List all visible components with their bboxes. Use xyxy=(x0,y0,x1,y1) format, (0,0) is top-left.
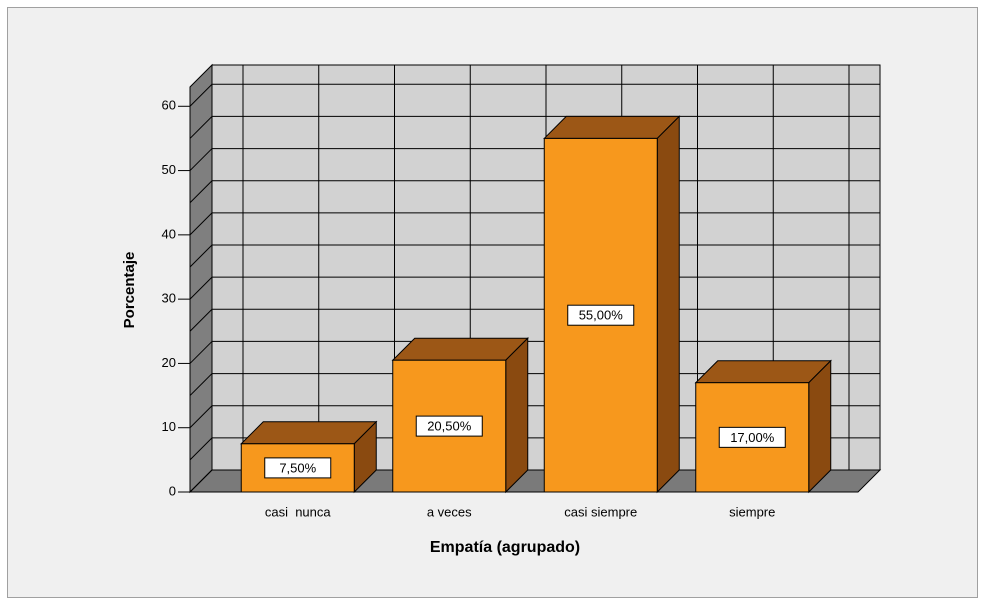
y-tick-label: 40 xyxy=(162,226,176,241)
y-tick-label: 0 xyxy=(169,483,176,498)
grid-line xyxy=(189,469,213,493)
grid-line xyxy=(189,244,213,268)
value-label-box xyxy=(415,415,483,437)
value-label-box xyxy=(567,304,635,326)
bar-top xyxy=(694,360,832,384)
grid-line xyxy=(189,180,213,204)
bar-side xyxy=(656,115,680,494)
grid-line xyxy=(189,276,213,300)
x-tick-label: casi siempre xyxy=(564,504,637,519)
x-tick-label: a veces xyxy=(427,504,472,519)
grid-line xyxy=(189,148,213,171)
y-tick-label: 50 xyxy=(162,162,176,177)
grid-line xyxy=(189,116,213,139)
value-label: 55,00% xyxy=(579,308,624,323)
grid-line xyxy=(189,437,213,461)
y-tick-label: 30 xyxy=(162,291,176,306)
bar-side xyxy=(505,337,529,494)
y-tick-label: 10 xyxy=(162,419,176,434)
value-label: 7,50% xyxy=(279,460,316,475)
grid-line xyxy=(189,212,213,236)
bar-top xyxy=(391,337,529,361)
grid-line xyxy=(189,373,213,396)
grid-line xyxy=(189,83,213,107)
bar-top xyxy=(240,421,378,445)
grid-line xyxy=(189,341,213,364)
value-label-box xyxy=(718,426,786,448)
value-label-box xyxy=(264,457,332,479)
left-wall xyxy=(189,63,213,494)
y-tick-label: 20 xyxy=(162,355,176,370)
y-axis-title: Porcentaje xyxy=(121,252,138,329)
value-label: 20,50% xyxy=(427,419,472,434)
x-tick-label: siempre xyxy=(729,504,775,519)
bar-top xyxy=(543,115,681,139)
bar-side xyxy=(808,359,832,494)
grid-line xyxy=(189,405,213,429)
value-label: 17,00% xyxy=(730,430,775,445)
y-tick-label: 60 xyxy=(162,98,176,113)
grid-line xyxy=(189,308,213,332)
x-axis-title: Empatía (agrupado) xyxy=(430,539,580,556)
x-tick-label: casi nunca xyxy=(265,504,332,519)
